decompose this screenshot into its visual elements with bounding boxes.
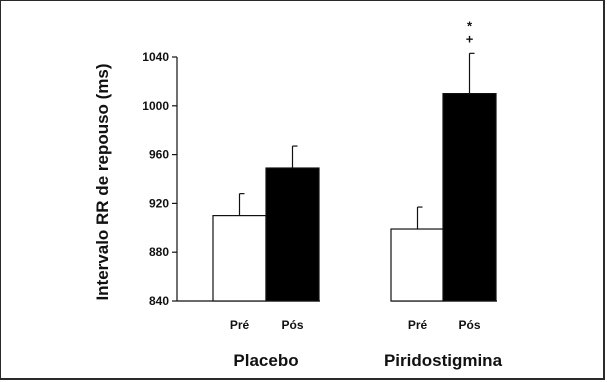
significance-marker: * bbox=[467, 18, 473, 33]
category-label: Pré bbox=[230, 318, 250, 332]
bar-placebo-pre bbox=[212, 215, 267, 302]
bar-piridostigmina-pre bbox=[390, 228, 445, 302]
y-axis-label: Intervalo RR de repouso (ms) bbox=[93, 63, 112, 300]
y-tick-label: 840 bbox=[149, 294, 169, 308]
significance-marker: + bbox=[466, 31, 474, 46]
category-label: Pré bbox=[408, 318, 428, 332]
bar-placebo-pos bbox=[265, 167, 320, 302]
category-label: Pós bbox=[458, 318, 480, 332]
y-tick-label: 920 bbox=[149, 196, 169, 210]
group-label: Piridostigmina bbox=[384, 351, 503, 370]
category-label: Pós bbox=[281, 318, 303, 332]
y-tick-label: 880 bbox=[149, 245, 169, 259]
group-label: Placebo bbox=[233, 351, 298, 370]
y-tick-label: 1040 bbox=[142, 50, 169, 64]
bar-piridostigmina-pos bbox=[442, 92, 497, 302]
category-labels: Pré Pós Placebo Pré Pós Piridostigmina bbox=[230, 318, 503, 370]
y-tick-label: 1000 bbox=[142, 99, 169, 113]
bars: *+ bbox=[212, 18, 497, 302]
y-tick-label: 960 bbox=[149, 148, 169, 162]
